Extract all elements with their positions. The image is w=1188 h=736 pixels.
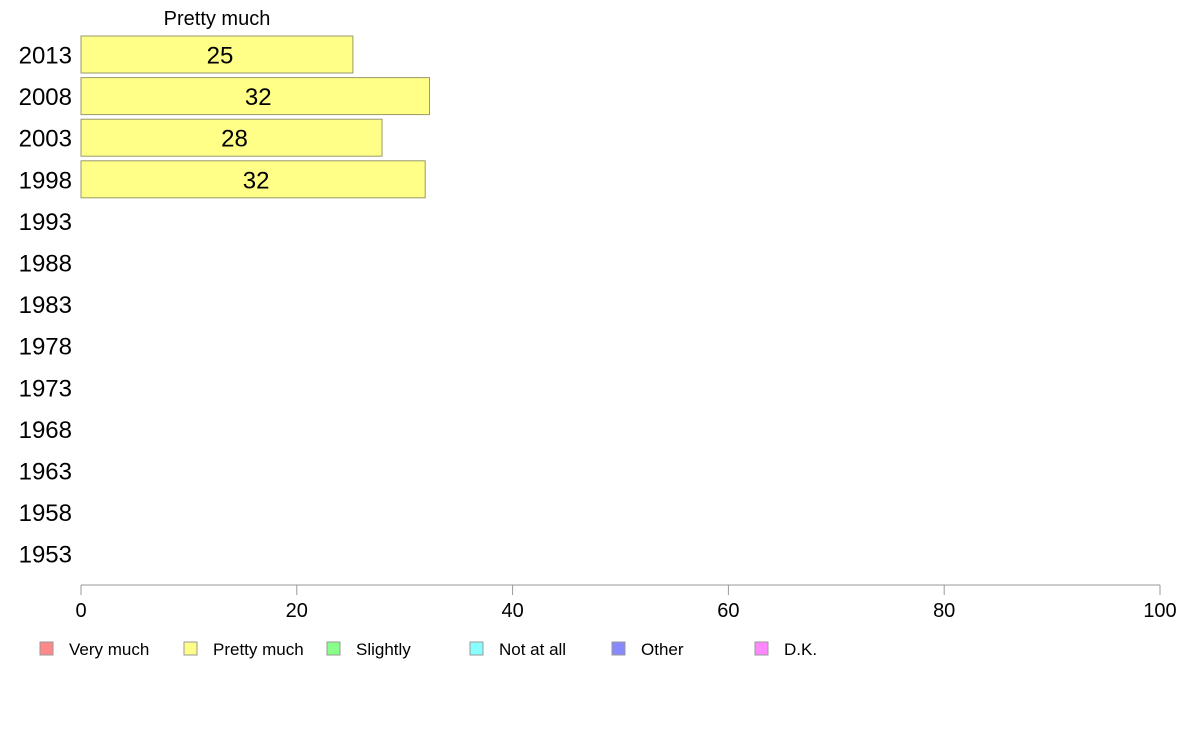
legend-item: Other bbox=[611, 640, 684, 659]
bars: 25 32 28 32 bbox=[80, 35, 431, 199]
year-label: 1993 bbox=[19, 209, 72, 236]
legend: Very much Pretty much Slightly Not at all Ot… bbox=[39, 640, 817, 659]
x-tick-label: 60 bbox=[717, 600, 739, 622]
legend-swatch bbox=[754, 641, 769, 656]
legend-swatch bbox=[611, 641, 626, 656]
bar bbox=[80, 160, 426, 199]
series-title: Pretty much bbox=[164, 8, 271, 30]
legend-swatch bbox=[326, 641, 341, 656]
x-tick-label: 100 bbox=[1143, 600, 1176, 622]
bar bbox=[80, 35, 354, 74]
year-label: 1953 bbox=[19, 542, 72, 569]
legend-swatch bbox=[469, 641, 484, 656]
year-label: 1958 bbox=[19, 500, 72, 527]
bar-value-label: 28 bbox=[221, 126, 248, 153]
bar-value-label: 25 bbox=[207, 43, 234, 70]
x-tick-label: 80 bbox=[933, 600, 955, 622]
legend-swatch bbox=[183, 641, 198, 656]
legend-item: Very much bbox=[39, 640, 149, 659]
legend-item: D.K. bbox=[754, 640, 817, 659]
x-tick-label: 0 bbox=[75, 600, 86, 622]
legend-label: D.K. bbox=[784, 640, 817, 659]
year-label: 2013 bbox=[19, 43, 72, 70]
x-tick-label: 20 bbox=[286, 600, 308, 622]
bar bbox=[80, 77, 431, 116]
x-tick-label: 40 bbox=[501, 600, 523, 622]
year-label: 1963 bbox=[19, 459, 72, 486]
x-axis: 0 20 40 60 80 100 bbox=[75, 584, 1177, 622]
year-label: 1988 bbox=[19, 251, 72, 278]
legend-label: Slightly bbox=[356, 640, 411, 659]
year-label: 1968 bbox=[19, 417, 72, 444]
legend-item: Not at all bbox=[469, 640, 566, 659]
legend-label: Very much bbox=[69, 640, 149, 659]
year-label: 2003 bbox=[19, 126, 72, 153]
bar-value-label: 32 bbox=[243, 167, 270, 194]
legend-label: Pretty much bbox=[213, 640, 304, 659]
legend-label: Other bbox=[641, 640, 684, 659]
bar bbox=[80, 118, 383, 157]
year-label: 1978 bbox=[19, 334, 72, 361]
year-labels: 2013 2008 2003 1998 1993 1988 1983 1978 1973 1968… bbox=[19, 43, 72, 569]
year-label: 1973 bbox=[19, 375, 72, 402]
legend-swatch bbox=[39, 641, 54, 656]
year-label: 1998 bbox=[19, 167, 72, 194]
legend-item: Slightly bbox=[326, 640, 411, 659]
legend-item: Pretty much bbox=[183, 640, 304, 659]
year-label: 1983 bbox=[19, 292, 72, 319]
bar-value-label: 32 bbox=[245, 84, 272, 111]
year-label: 2008 bbox=[19, 84, 72, 111]
legend-label: Not at all bbox=[499, 640, 566, 659]
